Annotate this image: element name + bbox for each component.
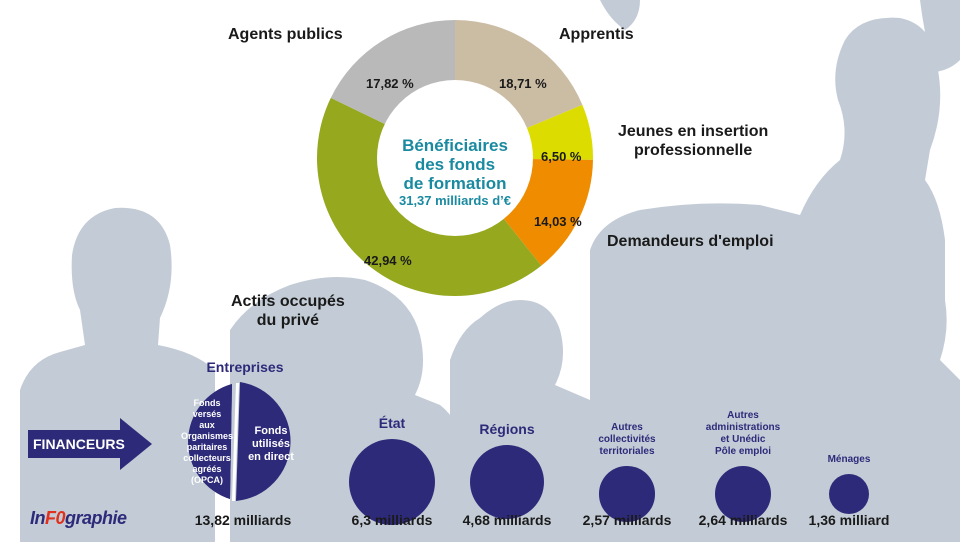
opca-line: aux [199, 420, 215, 430]
circle-etat [348, 438, 436, 526]
opca-line: Organismes [180, 431, 234, 441]
legend-apprentis: Apprentis [559, 26, 634, 43]
title-line: Ménages [827, 453, 871, 465]
title-line: Autres [727, 410, 759, 422]
direct-line: Fonds [254, 425, 288, 437]
logo-part3: graphie [65, 508, 127, 528]
financeurs-arrow [28, 418, 152, 470]
opca-line: paritaires [186, 442, 228, 452]
title-menages: Ménages [794, 454, 904, 466]
entreprises-title: Entreprises [206, 359, 284, 375]
title-line: territoriales [599, 446, 655, 458]
opca-line: Fonds [193, 398, 221, 408]
title-autres-administrations: Autres administrations et Unédic Pôle emplo… [688, 410, 798, 458]
legend-jeunes-line1: Jeunes en insertion [618, 123, 769, 140]
title-line: collectivités [598, 434, 656, 446]
legend-actifs-occupes: Actifs occupés du privé [231, 292, 345, 330]
slice-label-apprentis: 18,71 % [499, 76, 547, 91]
slice-label-jeunes: 6,50 % [541, 149, 582, 164]
slice-label-agents: 17,82 % [366, 76, 414, 91]
donut-center-label: Bénéficiaires des fonds de formation 31,… [377, 136, 533, 209]
center-label-line2: des fonds [414, 155, 496, 174]
logo-part2: F0 [45, 508, 66, 528]
legend-jeunes-line2: professionnelle [634, 142, 753, 159]
legend-agents-publics: Agents publics [228, 26, 343, 43]
title-line: Régions [479, 420, 535, 437]
slice-label-actifs: 42,94 % [364, 253, 412, 268]
circle-autres-collectivites [599, 466, 655, 522]
legend-actifs-line2: du privé [256, 312, 320, 329]
center-label-line1: Bénéficiaires [402, 136, 508, 155]
donut-hole [377, 80, 533, 236]
slice-label-demandeurs: 14,03 % [534, 214, 582, 229]
opca-line: agréés [192, 464, 222, 474]
logo-part1: In [30, 508, 46, 528]
direct-line: utilisés [252, 438, 290, 450]
direct-line: en direct [248, 451, 294, 463]
title-regions: Régions [452, 421, 562, 437]
amount-autres-collectivites: 2,57 milliards [582, 512, 672, 528]
title-line: Autres [611, 422, 643, 434]
center-label-line3: de formation [403, 174, 507, 193]
entreprises-split-circle [188, 382, 291, 501]
title-autres-collectivites: Autres collectivités territoriales [572, 422, 682, 458]
title-line: Pôle emploi [714, 446, 772, 458]
title-line: État [378, 414, 406, 431]
center-label-total: 31,37 milliards d’€ [398, 193, 511, 208]
legend-actifs-line1: Actifs occupés [231, 293, 345, 310]
title-line: et Unédic [720, 434, 766, 446]
amount-menages: 1,36 milliard [808, 512, 890, 528]
entreprises-direct-text: Fonds utilisés en direct [240, 425, 302, 464]
title-etat: État [337, 415, 447, 431]
circle-regions [469, 444, 545, 520]
legend-jeunes-insertion: Jeunes en insertion professionnelle [618, 122, 768, 160]
legend-demandeurs: Demandeurs d'emploi [607, 233, 774, 250]
infographie-logo: InF0graphie [30, 508, 127, 529]
entreprises-opca-text: Fonds versés aux Organismes paritaires collec… [178, 398, 236, 486]
financeurs-arrow-label: FINANCEURS [33, 436, 125, 452]
amount-regions: 4,68 milliards [462, 512, 552, 528]
opca-line: (OPCA) [191, 475, 223, 485]
circle-menages [828, 473, 870, 515]
amount-etat: 6,3 milliards [351, 512, 433, 528]
opca-line: versés [192, 409, 222, 419]
amount-autres-administrations: 2,64 milliards [698, 512, 788, 528]
title-line: administrations [705, 422, 781, 434]
opca-line: collecteurs [183, 453, 231, 463]
entreprises-amount: 13,82 milliards [194, 512, 292, 528]
circle-autres-administrations [715, 466, 771, 522]
